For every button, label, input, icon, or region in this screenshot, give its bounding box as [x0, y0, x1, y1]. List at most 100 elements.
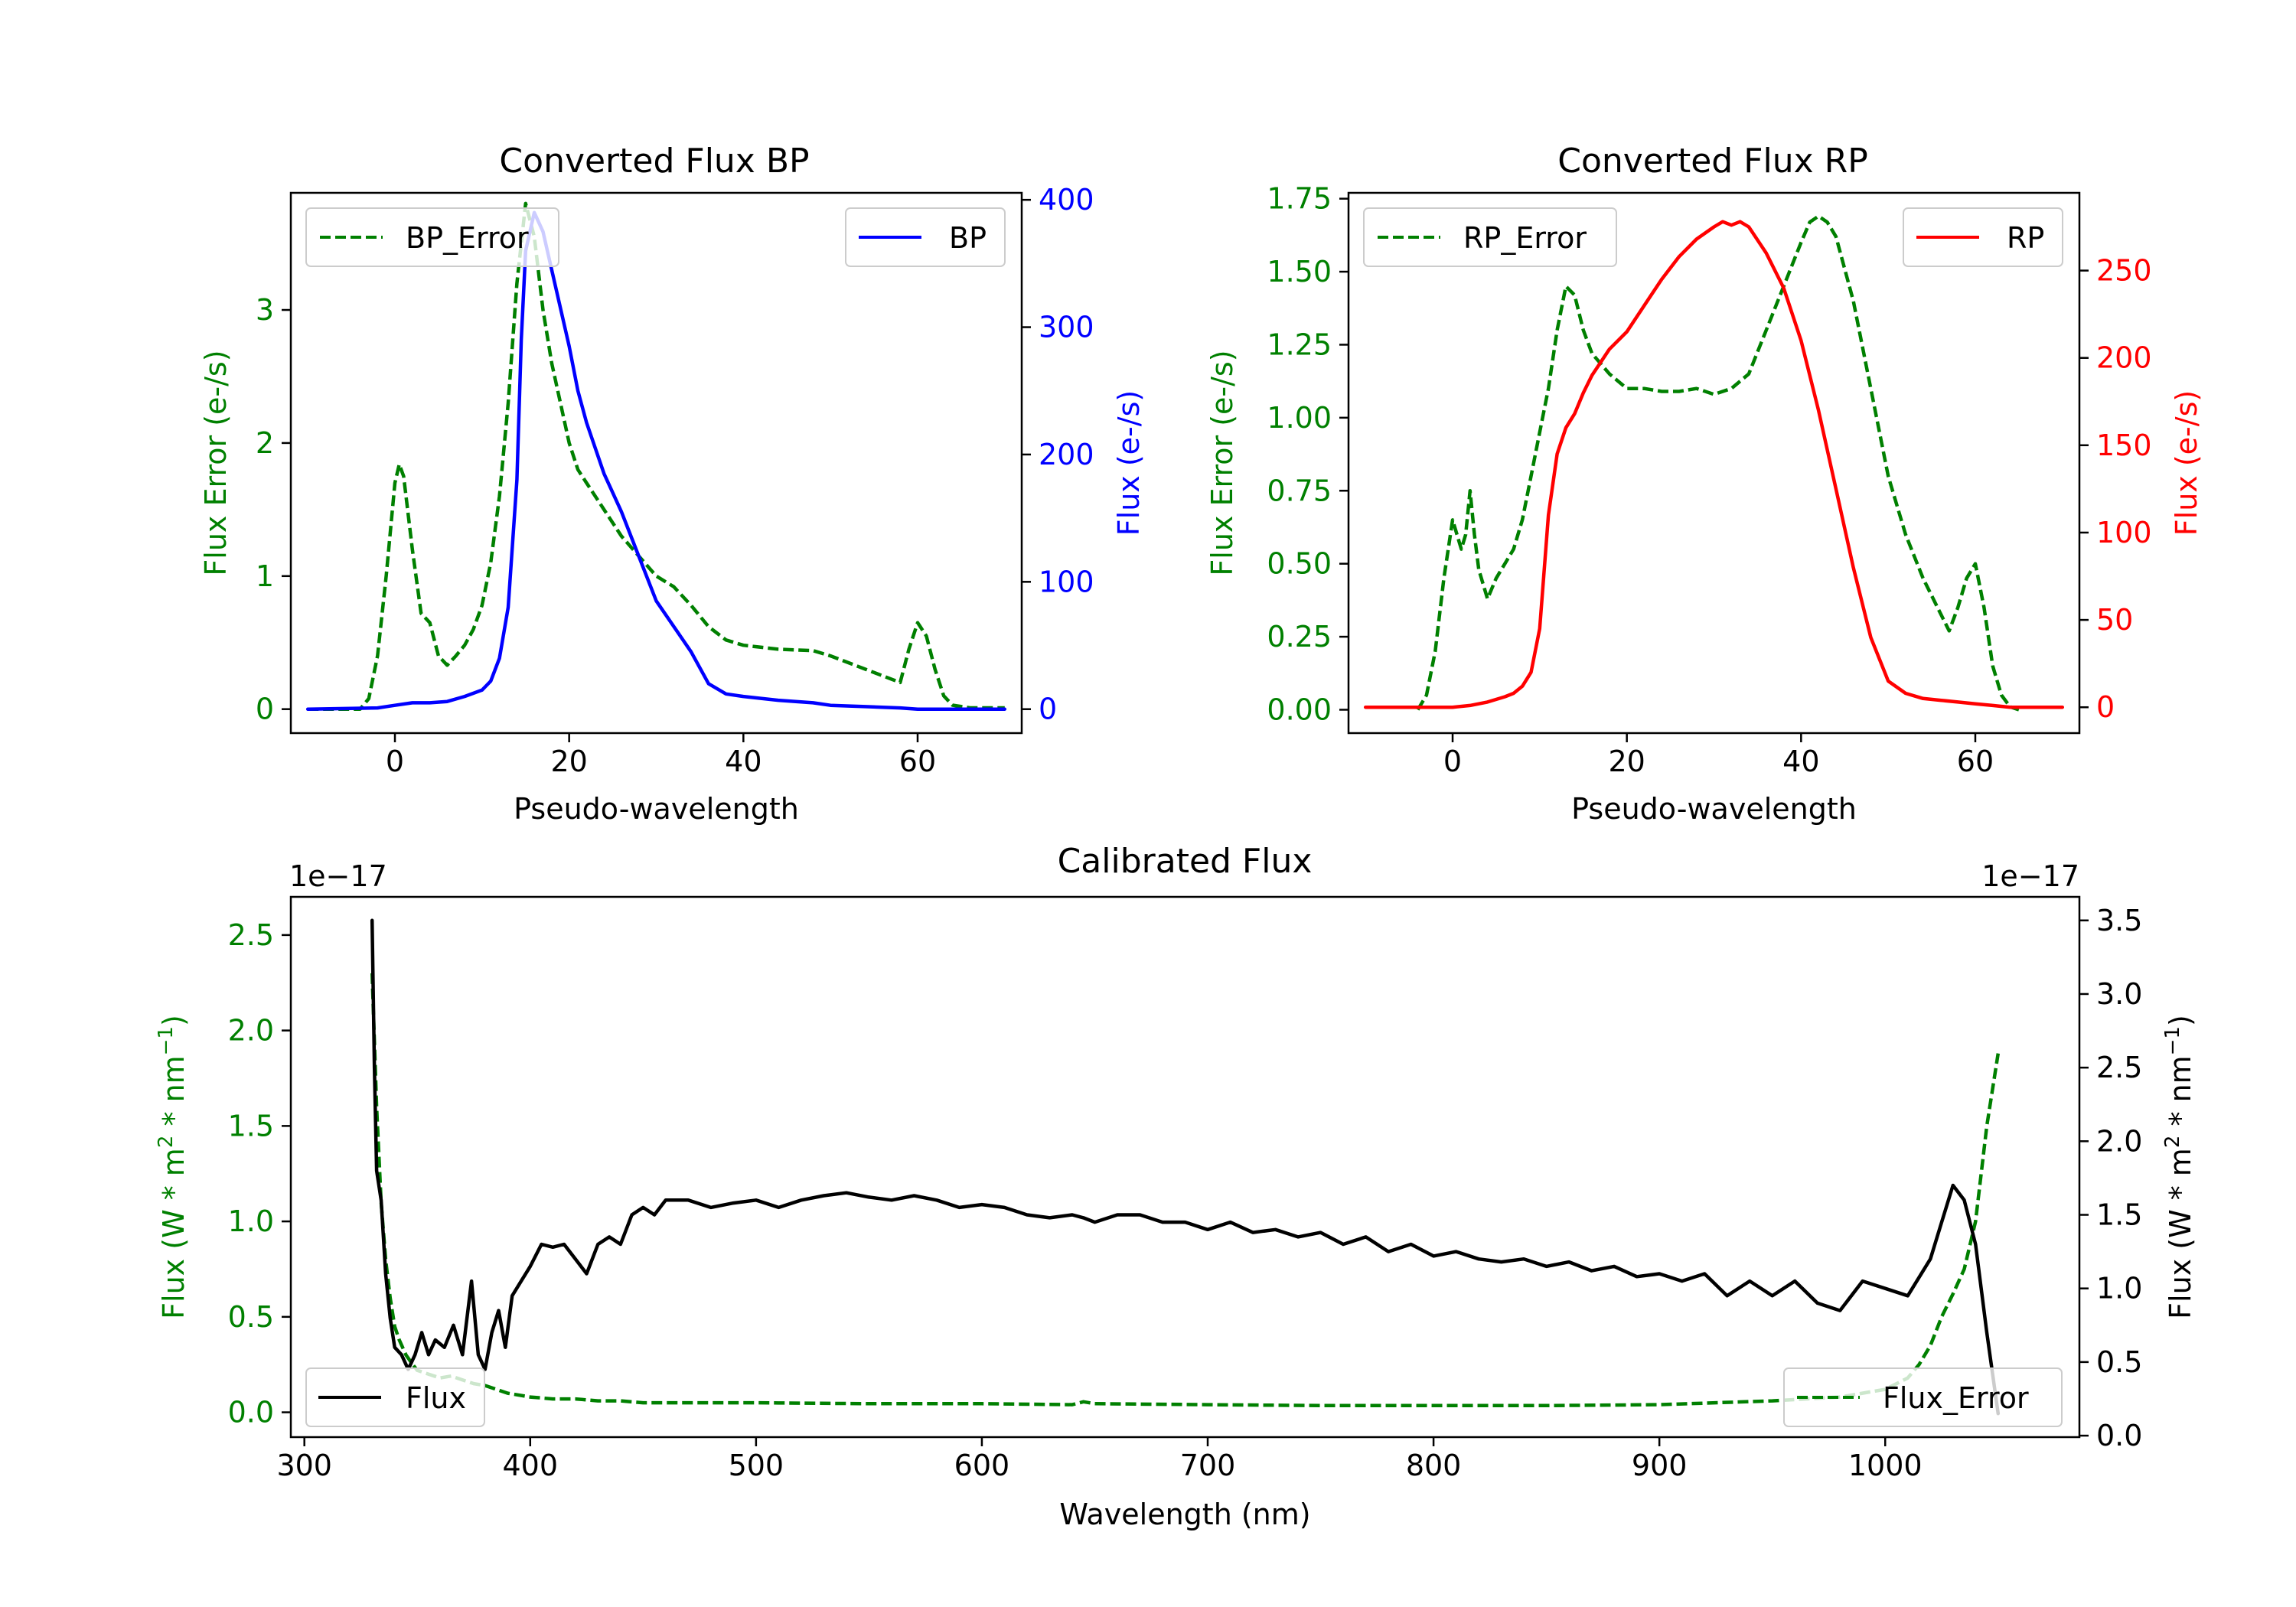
x-tick-label: 0 [386, 745, 404, 778]
x-tick-label: 1000 [1848, 1449, 1923, 1482]
x-tick-label: 40 [725, 745, 762, 778]
y-tick-label-right: 200 [1039, 438, 1094, 471]
axes-frame-calibrated [289, 895, 2081, 1439]
y-tick-label-left: 2.0 [228, 1014, 274, 1048]
y-tick-label-right: 1.5 [2096, 1198, 2142, 1232]
y-tick-label-right: 3.0 [2096, 977, 2142, 1011]
y-tick-label-right: 100 [2096, 516, 2152, 549]
panel-converted-flux-bp: Converted Flux BP Pseudo-wavelength Flux… [199, 142, 1146, 826]
y-tick-label-right: 0.5 [2096, 1345, 2142, 1379]
legend-box-bp-error [305, 207, 559, 267]
y-tick-label-left: 3 [256, 293, 274, 327]
offset-label-right: 1e−17 [1981, 859, 2079, 893]
y-tick-label-right: 300 [1039, 311, 1094, 344]
chart-title-calibrated: Calibrated Flux [1058, 842, 1313, 881]
panel-calibrated-flux: Calibrated Flux 1e−17 1e−17 Wavelength (… [155, 842, 2197, 1531]
x-tick-label: 40 [1782, 745, 1819, 778]
y-tick-label-right: 150 [2096, 429, 2152, 462]
x-axis-label-bp: Pseudo-wavelength [514, 792, 799, 826]
y-tick-label-right: 250 [2096, 254, 2152, 288]
y-tick-label-left: 0.5 [228, 1300, 274, 1334]
x-tick-label: 0 [1443, 745, 1462, 778]
y-tick-label-right: 3.5 [2096, 904, 2142, 937]
y-tick-label-left: 1.5 [228, 1109, 274, 1143]
legend-box-rp [1903, 207, 2063, 267]
ylabel-left-end: ) [157, 1015, 191, 1026]
ylabel-right-sup2: −1 [2161, 1026, 2184, 1055]
legend-box-flux-error [1783, 1367, 2063, 1427]
axes-frame-bp [289, 191, 1023, 735]
legend-flux-error: Flux_Error [1783, 1367, 2063, 1427]
y-tick-label-left: 0.00 [1267, 693, 1332, 726]
x-tick-label: 600 [954, 1449, 1010, 1482]
x-tick-label: 60 [899, 745, 936, 778]
offset-label-left: 1e−17 [289, 859, 387, 893]
y-tick-label-right: 0 [2096, 690, 2115, 724]
legend-box-bp [845, 207, 1006, 267]
legend-label-bp-error: BP_Error [406, 221, 529, 255]
y-axis-label-left-rp: Flux Error (e-/s) [1205, 350, 1239, 575]
y-axis-label-left-calibrated: Flux (W * m2 * nm−1) [155, 1015, 191, 1319]
axes-frame-rp [1347, 191, 2081, 735]
y-tick-label-left: 0 [256, 693, 274, 726]
y-tick-label-left: 0.50 [1267, 547, 1332, 581]
series-line-bp [305, 210, 1007, 711]
legend-rp-error: RP_Error [1363, 207, 1617, 267]
ylabel-right-end: ) [2164, 1015, 2197, 1026]
series-line-flux [370, 918, 2001, 1416]
y-tick-label-left: 2.5 [228, 918, 274, 952]
y-tick-label-right: 1.0 [2096, 1272, 2142, 1305]
y-tick-label-right: 0.0 [2096, 1419, 2142, 1452]
x-tick-label: 300 [276, 1449, 332, 1482]
y-tick-label-left: 1.00 [1267, 401, 1332, 435]
y-axis-label-right-rp: Flux (e-/s) [2170, 390, 2203, 536]
ylabel-right-mid: * nm [2164, 1055, 2197, 1135]
y-tick-label-right: 100 [1039, 565, 1094, 598]
x-axis-label-calibrated: Wavelength (nm) [1059, 1498, 1310, 1531]
y-tick-label-left: 1.75 [1267, 182, 1332, 216]
legend-box-flux [305, 1367, 485, 1427]
ylabel-right-sup1: 2 [2161, 1136, 2184, 1149]
x-tick-label: 20 [550, 745, 587, 778]
y-tick-label-left: 1.25 [1267, 328, 1332, 361]
y-axis-label-right-bp: Flux (e-/s) [1112, 390, 1146, 536]
panel-converted-flux-rp: Converted Flux RP Pseudo-wavelength Flux… [1205, 142, 2203, 826]
y-tick-label-right: 2.5 [2096, 1051, 2142, 1084]
y-tick-label-left: 0.0 [228, 1396, 274, 1429]
ylabel-left-base: Flux (W * m [157, 1148, 191, 1319]
legend-flux: Flux [305, 1367, 485, 1427]
legend-bp: BP [845, 207, 1006, 267]
y-axis-label-left-bp: Flux Error (e-/s) [199, 350, 233, 575]
series-line-rp-error [1416, 214, 2020, 712]
legend-label-rp-error: RP_Error [1463, 221, 1587, 255]
legend-box-rp-error [1363, 207, 1617, 267]
y-tick-label-left: 0.75 [1267, 474, 1332, 507]
chart-title-bp: Converted Flux BP [499, 142, 809, 181]
series-line-rp [1363, 220, 2065, 709]
y-tick-label-right: 50 [2096, 603, 2133, 637]
y-tick-label-left: 1.50 [1267, 255, 1332, 288]
x-axis-label-rp: Pseudo-wavelength [1571, 792, 1857, 826]
y-tick-label-right: 400 [1039, 183, 1094, 217]
legend-rp: RP [1903, 207, 2063, 267]
x-tick-label: 900 [1632, 1449, 1688, 1482]
y-tick-label-left: 1.0 [228, 1204, 274, 1238]
y-tick-label-right: 200 [2096, 341, 2152, 375]
ylabel-right-base: Flux (W * m [2164, 1148, 2197, 1319]
x-tick-label: 500 [729, 1449, 784, 1482]
y-tick-label-right: 2.0 [2096, 1124, 2142, 1158]
ylabel-left-mid: * nm [157, 1055, 191, 1135]
y-axis-label-right-calibrated: Flux (W * m2 * nm−1) [2161, 1015, 2197, 1319]
legend-label-flux: Flux [406, 1381, 466, 1415]
x-tick-label: 20 [1608, 745, 1645, 778]
ylabel-left-sup1: 2 [155, 1136, 178, 1149]
series-line-bp-error [308, 201, 1005, 711]
x-tick-label: 60 [1957, 745, 1994, 778]
y-tick-label-right: 0 [1039, 693, 1057, 726]
series-line-flux-error [370, 973, 2001, 1408]
legend-label-flux-error: Flux_Error [1883, 1381, 2029, 1415]
y-tick-label-left: 2 [256, 426, 274, 460]
x-tick-label: 700 [1180, 1449, 1236, 1482]
chart-title-rp: Converted Flux RP [1557, 142, 1868, 181]
